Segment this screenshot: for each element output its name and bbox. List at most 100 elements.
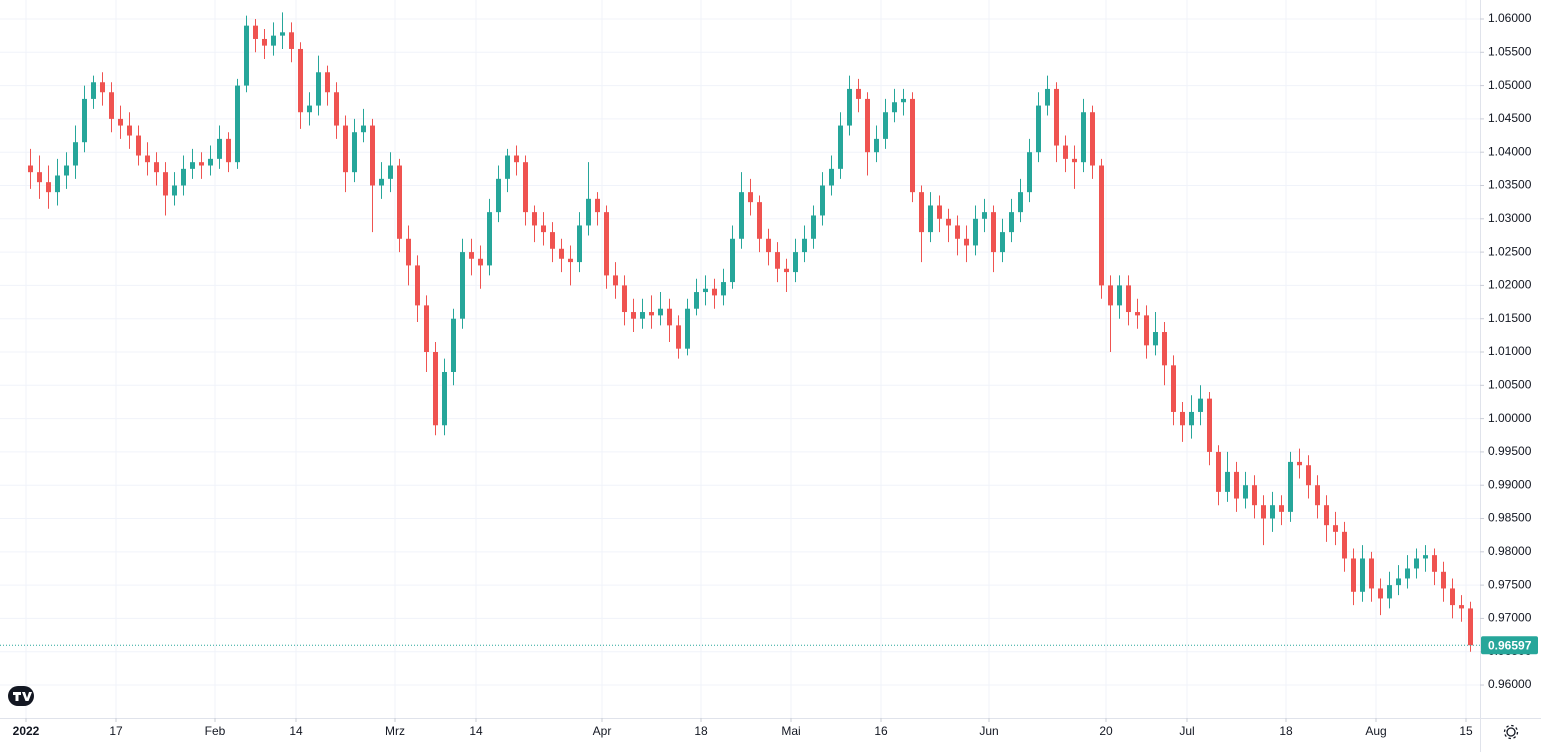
candle-body: [127, 125, 132, 136]
candle-body: [757, 202, 762, 239]
y-tick-label: 1.01500: [1488, 311, 1532, 325]
candle-body: [1027, 152, 1032, 193]
candle-body: [1189, 411, 1194, 426]
candle-body: [1270, 505, 1275, 519]
y-tick-label: 1.06000: [1488, 11, 1532, 25]
y-tick-label: 1.03500: [1488, 178, 1532, 192]
settings-button[interactable]: [1503, 724, 1519, 740]
candle-body: [748, 192, 753, 203]
y-tick-label: 0.98000: [1488, 544, 1532, 558]
candle-body: [559, 248, 564, 259]
candle-body: [46, 182, 51, 193]
candle-body: [172, 185, 177, 196]
candle-body: [1279, 505, 1284, 512]
x-tick-label: 16: [874, 724, 888, 738]
candle-body: [883, 112, 888, 139]
candle-body: [469, 252, 474, 259]
candle-body: [451, 318, 456, 372]
candle-body: [631, 312, 636, 319]
candle-body: [775, 252, 780, 269]
candle-body: [334, 92, 339, 126]
candle-body: [739, 192, 744, 239]
candle-body: [118, 118, 123, 126]
candle-body: [100, 82, 105, 93]
candle-body: [964, 238, 969, 246]
candle-body: [1432, 555, 1437, 572]
candle-body: [1081, 112, 1086, 163]
candle-body: [1171, 365, 1176, 412]
candle-body: [919, 192, 924, 233]
candle-body: [64, 165, 69, 176]
x-tick-label: Aug: [1365, 724, 1386, 738]
candle-body: [1459, 605, 1464, 609]
last-price-label: 0.96597: [1488, 638, 1532, 652]
candle-body: [937, 205, 942, 219]
candle-body: [505, 155, 510, 179]
candle-body: [145, 155, 150, 163]
candle-body: [352, 132, 357, 173]
candle-body: [829, 168, 834, 186]
x-tick-label: 2022: [13, 724, 40, 738]
x-tick-label: Feb: [205, 724, 226, 738]
candle-body: [613, 275, 618, 286]
candle-body: [1117, 285, 1122, 306]
candle-body: [433, 352, 438, 426]
candle-body: [217, 138, 222, 159]
candle-body: [721, 282, 726, 296]
logo-mark: [13, 692, 32, 701]
candle-body: [1045, 88, 1050, 106]
candle-body: [1036, 105, 1041, 153]
candle-body: [1234, 471, 1239, 499]
candle-body: [541, 225, 546, 233]
candle-body: [442, 371, 447, 426]
x-tick-label: Mai: [781, 724, 800, 738]
candle-body: [181, 168, 186, 186]
candle-body: [604, 212, 609, 276]
candle-body: [1207, 398, 1212, 452]
candle-body: [838, 125, 843, 169]
candle-body: [946, 218, 951, 226]
candle-body: [856, 88, 861, 99]
candle-body: [91, 82, 96, 99]
logo[interactable]: [8, 686, 34, 706]
x-tick-label: 14: [469, 724, 483, 738]
candle-body: [892, 102, 897, 113]
axes: 0.960000.965000.970000.975000.980000.985…: [13, 11, 1538, 738]
candle-body: [685, 308, 690, 349]
y-tick-label: 0.99000: [1488, 477, 1532, 491]
candle-body: [1018, 192, 1023, 213]
candle-body: [1090, 112, 1095, 166]
candle-body: [811, 215, 816, 239]
y-tick-label: 1.01000: [1488, 344, 1532, 358]
y-tick-label: 0.97000: [1488, 611, 1532, 625]
grid: [0, 0, 1480, 718]
candle-body: [136, 135, 141, 156]
candle-body: [262, 38, 267, 46]
candle-body: [487, 212, 492, 266]
candle-body: [253, 25, 258, 39]
candle-body: [649, 312, 654, 316]
x-tick-label: 18: [694, 724, 708, 738]
candle-body: [55, 175, 60, 193]
x-tick-label: 14: [289, 724, 303, 738]
candle-body: [496, 178, 501, 213]
candle-body: [1315, 485, 1320, 506]
candle-body: [1000, 232, 1005, 253]
candle-body: [199, 162, 204, 166]
candle-body: [703, 288, 708, 293]
candle-body: [397, 165, 402, 239]
candle-body: [154, 162, 159, 173]
candle-body: [1450, 588, 1455, 606]
candle-body: [478, 258, 483, 266]
candle-body: [1180, 411, 1185, 426]
candle-body: [901, 98, 906, 103]
candle-body: [550, 232, 555, 249]
candle-body: [271, 35, 276, 46]
candle-body: [586, 198, 591, 226]
candle-body: [460, 252, 465, 319]
y-tick-label: 0.98500: [1488, 511, 1532, 525]
candle-body: [1261, 505, 1266, 519]
